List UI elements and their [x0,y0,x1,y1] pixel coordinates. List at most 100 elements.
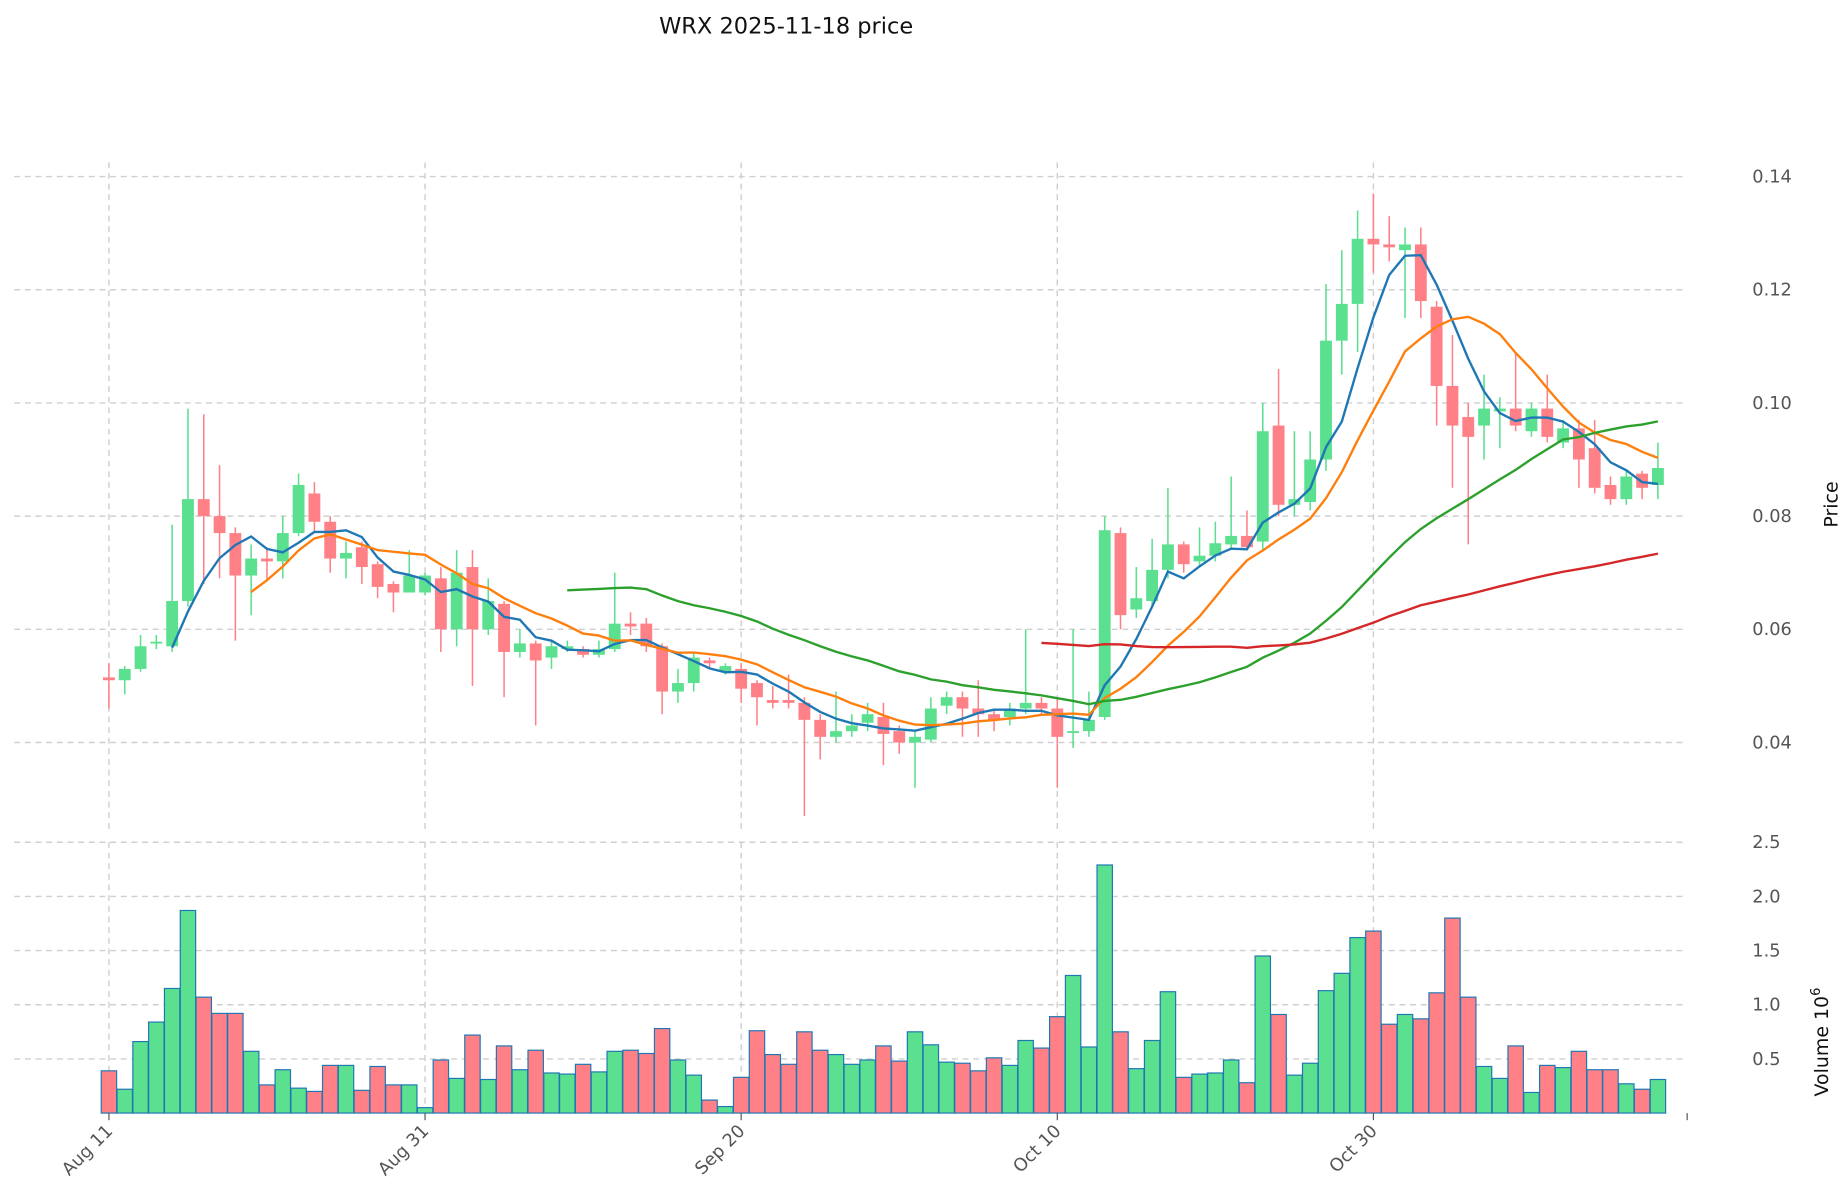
volume-bar [1444,917,1461,1114]
candle-down [577,649,590,655]
volume-bar [653,1027,671,1114]
candle-up [482,601,495,630]
volume-bar [764,1053,782,1114]
volume-bar [559,1073,576,1114]
volume-tick-label: 1.5 [1752,941,1780,961]
volume-tick-label: 2.5 [1752,833,1780,853]
price-tick-label: 0.14 [1752,167,1792,187]
volume-bar [1349,936,1366,1114]
volume-bar [1301,1062,1319,1114]
ma60-line [1041,552,1659,649]
candle-up [1067,731,1080,733]
volume-bar [1633,1088,1651,1114]
volume-bar [1064,974,1082,1114]
volume-bar [859,1059,876,1114]
candle-down [766,700,779,703]
candle-up [1146,569,1159,601]
candle-up [1478,408,1490,426]
volume-bar [606,1050,624,1114]
candle-down [1588,448,1601,488]
volume-bar [590,1071,608,1114]
volume-bar [543,1072,560,1114]
candle-down [893,731,906,743]
price-tick-label: 0.04 [1752,733,1792,753]
volume-bar [827,1053,845,1114]
price-tick-label: 0.12 [1752,281,1792,301]
volume-bar [669,1059,687,1114]
candle-down [877,717,890,734]
volume-bar [464,1034,481,1114]
candle-up [830,731,842,737]
candle-up [1193,555,1206,562]
volume-bar [954,1062,971,1114]
candle-down [1541,408,1554,437]
y-axis-label-volume: Volume 106 [1809,988,1833,1097]
volume-bar [385,1084,402,1114]
volume-bar [685,1074,703,1114]
candle-up [450,572,463,630]
candle-down [956,697,969,709]
candle-down [229,533,242,576]
x-tick-label: Oct 10 [1010,1121,1066,1177]
candle-up [134,646,147,669]
ma10-line [250,315,1659,727]
axis-ticks: 0.04 0.06 0.08 0.10 0.12 0.14 0.5 1.0 1.5 2.0 2.5 A… [59,167,1792,1180]
candle-up [118,668,131,681]
volume-bar [1380,1023,1398,1114]
candle-up [1557,428,1570,443]
candle-down [735,668,748,689]
candle-up [545,646,558,658]
volume-bar [1365,930,1382,1114]
volume-bar [1538,1064,1556,1114]
candle-up [1209,543,1222,556]
volume-bar [890,1060,908,1114]
volume-bar [274,1069,292,1114]
candle-up [608,623,621,650]
volume-bar [1159,991,1177,1114]
volume-bar [242,1050,260,1114]
volume-bar [748,1030,766,1114]
candle-up [1304,459,1317,502]
volume-bar [1017,1039,1034,1114]
candle-down [1509,408,1522,426]
candle-up [561,646,574,650]
candle-up [1525,408,1538,432]
candle-up [1225,535,1238,545]
candle-down [1051,708,1064,737]
volume-bar [369,1065,386,1114]
x-tick-label: Aug 11 [59,1121,118,1180]
candle-up [1130,598,1143,610]
volume-tick-label: 2.0 [1752,887,1780,907]
volume-bar [495,1045,513,1114]
volume-bar [132,1040,149,1114]
candle-up [672,683,684,692]
candle-down [972,708,985,715]
price-tick-label: 0.06 [1752,620,1792,640]
volume-bar [306,1090,323,1114]
volume-bar [1112,1031,1129,1114]
candle-up [1019,702,1032,709]
ma30-line [567,420,1659,706]
volume-bar [1270,1013,1287,1114]
candle-down [1462,417,1475,437]
volume-bar [416,1107,434,1114]
volume-bar [1254,955,1272,1114]
candle-up [292,484,305,534]
volume-bar [732,1076,750,1114]
price-tick-label: 0.10 [1752,394,1792,414]
volume-bar [1459,996,1477,1114]
volume-bar [227,1012,244,1114]
volume-bar [1507,1045,1524,1114]
candle-up [403,575,416,593]
volume-bar [479,1078,497,1114]
candle-down [324,521,337,559]
candle-up [276,533,289,562]
candle-down [308,493,321,522]
candle-up [1003,708,1016,718]
candle-up [1082,719,1095,732]
candle-down [1446,385,1459,426]
volume-bar [400,1084,418,1114]
candle-down [814,719,827,737]
volume-bar [1049,1016,1066,1114]
